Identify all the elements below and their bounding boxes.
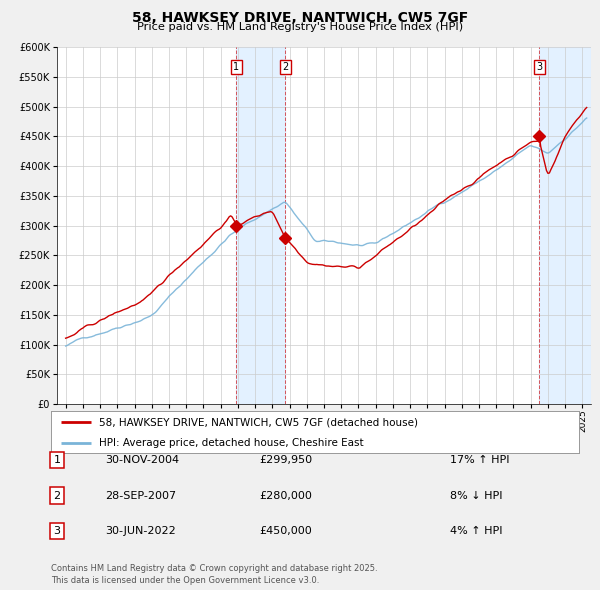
Text: £450,000: £450,000 — [259, 526, 312, 536]
Text: 30-JUN-2022: 30-JUN-2022 — [105, 526, 176, 536]
Text: 30-NOV-2004: 30-NOV-2004 — [105, 455, 179, 465]
Text: 1: 1 — [53, 455, 61, 465]
Text: 1: 1 — [233, 62, 239, 72]
Text: 58, HAWKSEY DRIVE, NANTWICH, CW5 7GF: 58, HAWKSEY DRIVE, NANTWICH, CW5 7GF — [132, 11, 468, 25]
Text: 28-SEP-2007: 28-SEP-2007 — [105, 491, 176, 500]
Text: 4% ↑ HPI: 4% ↑ HPI — [450, 526, 503, 536]
Text: £280,000: £280,000 — [259, 491, 312, 500]
Bar — [236, 47, 285, 404]
Text: 2: 2 — [53, 491, 61, 500]
Text: Price paid vs. HM Land Registry's House Price Index (HPI): Price paid vs. HM Land Registry's House … — [137, 22, 463, 32]
Bar — [539, 47, 591, 404]
Text: 17% ↑ HPI: 17% ↑ HPI — [450, 455, 509, 465]
Text: 8% ↓ HPI: 8% ↓ HPI — [450, 491, 503, 500]
Text: Contains HM Land Registry data © Crown copyright and database right 2025.
This d: Contains HM Land Registry data © Crown c… — [51, 565, 377, 585]
Text: 3: 3 — [53, 526, 61, 536]
Text: 3: 3 — [536, 62, 542, 72]
Text: £299,950: £299,950 — [259, 455, 312, 465]
Text: 2: 2 — [282, 62, 289, 72]
Text: HPI: Average price, detached house, Cheshire East: HPI: Average price, detached house, Ches… — [98, 438, 363, 447]
Text: 58, HAWKSEY DRIVE, NANTWICH, CW5 7GF (detached house): 58, HAWKSEY DRIVE, NANTWICH, CW5 7GF (de… — [98, 417, 418, 427]
